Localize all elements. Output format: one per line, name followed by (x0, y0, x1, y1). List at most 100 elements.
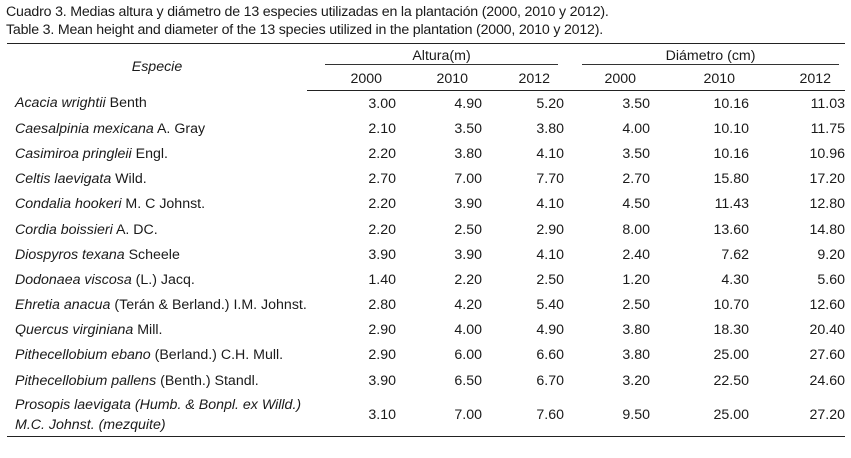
species-authority: Engl. (131, 145, 168, 162)
diameter-2000-cell: 2.70 (622, 171, 651, 188)
diameter-2000-cell: 3.80 (622, 347, 651, 364)
species-authority: Scheele (124, 246, 180, 263)
diameter-2010-cell: 15.80 (713, 171, 750, 188)
height-2012-cell: 5.20 (536, 95, 565, 112)
species-scientific-name: Diospyros texana (15, 246, 125, 263)
species-authority: Wild. (111, 171, 147, 188)
diameter-2010-cell: 22.50 (713, 372, 750, 389)
table-row: Ehretia anacua (Terán & Berland.) I.M. J… (7, 293, 845, 318)
diameter-2012-cell: 9.20 (817, 246, 846, 263)
diameter-year-2000: 2000 (564, 68, 651, 91)
diameter-2012-cell: 12.60 (809, 297, 846, 314)
caption-english: Table 3. Mean height and diameter of the… (6, 22, 603, 38)
height-2000-cell: 3.90 (368, 372, 396, 389)
height-2010-cell: 4.90 (454, 95, 482, 112)
species-name: Casimiroa pringleii Engl. (7, 141, 307, 166)
species-scientific-name: Condalia hookeri (15, 196, 122, 213)
diameter-2010-cell: 10.70 (713, 297, 750, 314)
diameter-2012-cell: 27.60 (809, 347, 846, 364)
table-row: Acacia wrightii Benth 3.00 4.90 5.20 3.50 10.… (7, 91, 845, 117)
height-2012-cell: 3.80 (536, 120, 565, 137)
height-2000-cell: 2.90 (368, 322, 396, 339)
height-2000-cell: 3.10 (307, 393, 396, 438)
height-2012-cell: 4.90 (536, 322, 565, 339)
height-year-2000: 2000 (307, 68, 396, 91)
diameter-2010-cell: 7.62 (721, 246, 750, 263)
species-scientific-name: Celtis laevigata (15, 171, 112, 188)
height-2010-cell: 2.20 (454, 271, 482, 288)
table-row: Cordia boissieri A. DC. 2.20 2.50 2.90 8.00 1… (7, 217, 845, 242)
height-2012-cell: 4.10 (536, 246, 565, 263)
species-scientific-name: Quercus virginiana (15, 322, 134, 339)
species-scientific-name: Cordia boissieri (15, 221, 113, 238)
species-scientific-name: Pithecellobium ebano (15, 347, 151, 364)
diameter-2010-cell: 25.00 (650, 393, 750, 438)
diameter-2010-cell: 13.60 (713, 221, 750, 238)
diameter-2010-cell: 10.16 (713, 95, 750, 112)
height-2000-cell: 1.40 (368, 271, 396, 288)
species-name: Acacia wrightii Benth (7, 91, 307, 117)
height-2010-cell: 6.50 (454, 372, 482, 389)
diameter-2000-cell: 4.50 (622, 196, 651, 213)
species-authority: Benth (105, 95, 147, 112)
diameter-2012-cell: 20.40 (809, 322, 846, 339)
height-2000-cell: 2.80 (368, 297, 396, 314)
table-row: Quercus virginiana Mill. 2.90 4.00 4.90 3.80… (7, 318, 845, 343)
table-row: Condalia hookeri M. C Johnst. 2.20 3.90 4.1… (7, 192, 845, 217)
species-name: Pithecellobium pallens (Benth.) Standl. (7, 368, 307, 393)
height-2010-cell: 4.00 (454, 322, 482, 339)
height-2000-cell: 2.20 (368, 196, 396, 213)
diameter-2000-cell: 3.50 (622, 145, 651, 162)
species-name: Cordia boissieri A. DC. (7, 217, 307, 242)
species-scientific-name: Caesalpinia mexicana (15, 120, 154, 137)
diameter-2010-cell: 18.30 (713, 322, 750, 339)
species-scientific-name: Prosopis laevigata (Humb. & Bonpl. ex Wi… (15, 396, 302, 433)
species-scientific-name: Dodonaea viscosa (15, 271, 132, 288)
height-year-2012: 2012 (482, 68, 565, 91)
diameter-2000-cell: 8.00 (622, 221, 651, 238)
table-row: Caesalpinia mexicana A. Gray 2.10 3.50 3.80… (7, 116, 845, 141)
diameter-2000-cell: 3.50 (622, 95, 651, 112)
height-2010-cell: 2.50 (454, 221, 482, 238)
caption-spanish: Cuadro 3. Medias altura y diámetro de 13… (6, 4, 609, 20)
diameter-2000-cell: 1.20 (622, 271, 651, 288)
diameter-2012-cell: 27.20 (749, 393, 846, 438)
diameter-2010-cell: 11.43 (714, 196, 750, 213)
height-2010-cell: 7.00 (396, 393, 482, 438)
height-2000-cell: 2.20 (368, 145, 396, 162)
diameter-year-2010: 2010 (650, 68, 750, 91)
height-2012-cell: 4.10 (536, 145, 565, 162)
height-2012-cell: 7.60 (482, 393, 565, 438)
diameter-2010-cell: 10.16 (713, 145, 750, 162)
species-scientific-name: Ehretia anacua (15, 297, 111, 314)
species-authority: Mill. (133, 322, 163, 339)
height-2000-cell: 2.70 (368, 171, 396, 188)
diameter-year-2012: 2012 (749, 68, 846, 91)
species-authority: (Berland.) C.H. Mull. (150, 347, 284, 364)
species-name: Ehretia anacua (Terán & Berland.) I.M. J… (7, 293, 307, 318)
diameter-2010-cell: 25.00 (713, 347, 750, 364)
species-scientific-name: Pithecellobium pallens (15, 372, 157, 389)
diameter-2012-cell: 12.80 (809, 196, 846, 213)
height-header-label: Altura(m) (325, 48, 559, 65)
height-2000-cell: 3.90 (368, 246, 396, 263)
species-authority: (Benth.) Standl. (156, 372, 259, 389)
species-authority: A. DC. (112, 221, 158, 238)
height-2000-cell: 2.20 (368, 221, 396, 238)
diameter-2012-cell: 5.60 (817, 271, 846, 288)
table-row: Prosopis laevigata (Humb. & Bonpl. ex Wi… (7, 393, 846, 438)
species-authority: M. C Johnst. (121, 196, 206, 213)
species-name: Condalia hookeri M. C Johnst. (7, 192, 307, 217)
diameter-2010-cell: 10.10 (713, 120, 750, 137)
height-2010-cell: 3.50 (454, 120, 482, 137)
diameter-2000-cell: 9.50 (564, 393, 651, 438)
diameter-2000-cell: 4.00 (622, 120, 651, 137)
diameter-2012-cell: 17.20 (809, 171, 846, 188)
table-row: Pithecellobium pallens (Benth.) Standl. 3… (7, 368, 845, 393)
height-2000-cell: 3.00 (368, 95, 396, 112)
species-name: Prosopis laevigata (Humb. & Bonpl. ex Wi… (7, 393, 307, 438)
height-year-2010: 2010 (396, 68, 482, 91)
table-caption: Cuadro 3. Medias altura y diámetro de 13… (6, 3, 609, 39)
diameter-group-header: Diámetro (cm) (564, 43, 846, 68)
height-group-header: Altura(m) (307, 43, 565, 68)
